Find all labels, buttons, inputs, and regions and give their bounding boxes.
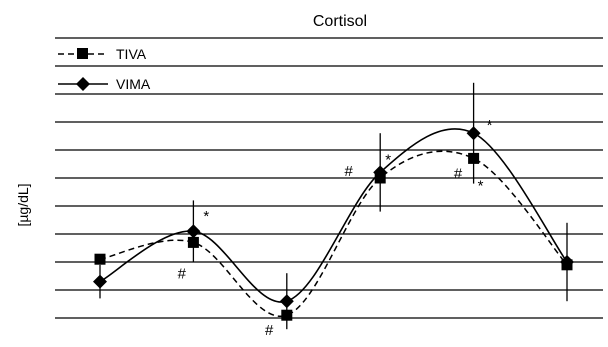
vima-point-3	[279, 294, 294, 309]
annotation-5: *	[385, 151, 391, 168]
annotation-8: *	[478, 177, 484, 194]
annotation-1: *	[203, 208, 209, 225]
y-axis-label: [µg/dL]	[15, 183, 31, 226]
legend: TIVA VIMA	[58, 46, 151, 92]
vima-point-2	[186, 224, 201, 239]
tiva-point-1	[94, 253, 106, 265]
vima-point-6	[560, 255, 574, 269]
vima-point-5	[466, 126, 481, 141]
tiva-point-3	[281, 309, 293, 321]
annotation-6: *	[487, 117, 493, 134]
legend-vima-marker	[76, 77, 90, 91]
annotation-2: #	[177, 265, 186, 282]
tiva-point-2	[187, 236, 199, 248]
legend-tiva-label: TIVA	[116, 46, 147, 62]
vima-point-4	[373, 165, 388, 180]
annotation-7: #	[454, 165, 463, 182]
grid	[55, 37, 603, 319]
legend-tiva-marker	[77, 48, 88, 59]
chart-title: Cortisol	[313, 13, 367, 30]
annotation-3: #	[265, 322, 274, 339]
vima-series-line	[99, 128, 568, 303]
tiva-point-5	[468, 152, 480, 164]
vima-point-1	[93, 274, 107, 289]
annotation-4: #	[344, 163, 353, 180]
legend-vima-label: VIMA	[116, 76, 151, 92]
plot-area: * # # # * * # *	[93, 82, 574, 339]
